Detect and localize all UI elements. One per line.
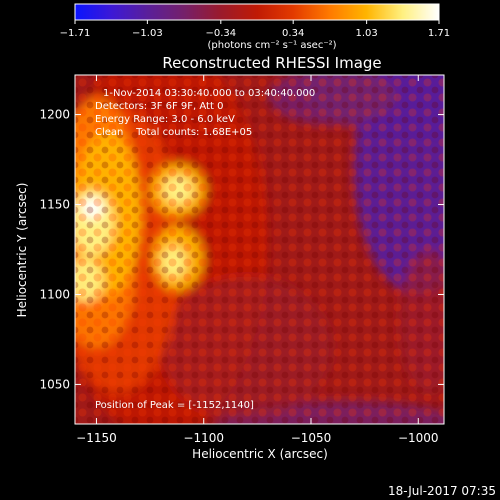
x-tick-label: −1000 (398, 431, 439, 445)
footer-date: 18-Jul-2017 07:35 (388, 484, 496, 498)
plot-frame (74, 74, 445, 425)
y-tick-label: 1200 (39, 108, 70, 122)
y-tick-label: 1150 (39, 198, 70, 212)
x-axis-label: Heliocentric X (arcsec) (192, 447, 328, 461)
colorbar-ticks: −1.71 −1.03 −0.34 0.34 1.03 1.71 (60, 20, 450, 39)
chart-title: Reconstructed RHESSI Image (162, 54, 381, 72)
colorbar-tick-label: 0.34 (282, 28, 304, 39)
heatmap-image (75, 75, 444, 424)
x-tick-label: −1150 (76, 431, 117, 445)
annotation-peak-position: Position of Peak = [-1152,1140] (95, 400, 254, 411)
annotation-time-range: 1-Nov-2014 03:30:40.000 to 03:40:40.000 (103, 88, 315, 99)
annotation-detectors: Detectors: 3F 6F 9F, Att 0 (95, 101, 223, 112)
y-tick-label: 1100 (39, 287, 70, 301)
y-axis-label: Heliocentric Y (arcsec) (15, 183, 29, 318)
colorbar-tick-label: 1.71 (428, 28, 450, 39)
colorbar-tick-label: −1.71 (60, 28, 91, 39)
colorbar-tick-label: −0.34 (205, 28, 236, 39)
colorbar (74, 3, 440, 21)
colorbar-tick-label: −1.03 (132, 28, 163, 39)
annotation-clean-counts: Clean Total counts: 1.68E+05 (95, 127, 252, 138)
axis-ticks: −1150 −1100 −1050 −1000 1050 1100 1150 1200 (39, 75, 444, 445)
colorbar-unit: (photons cm⁻² s⁻¹ asec⁻²) (207, 40, 336, 51)
annotation-energy-range: Energy Range: 3.0 - 6.0 keV (95, 114, 235, 125)
x-tick-label: −1100 (183, 431, 224, 445)
colorbar-tick-label: 1.03 (355, 28, 377, 39)
x-tick-label: −1050 (291, 431, 332, 445)
y-tick-label: 1050 (39, 377, 70, 391)
